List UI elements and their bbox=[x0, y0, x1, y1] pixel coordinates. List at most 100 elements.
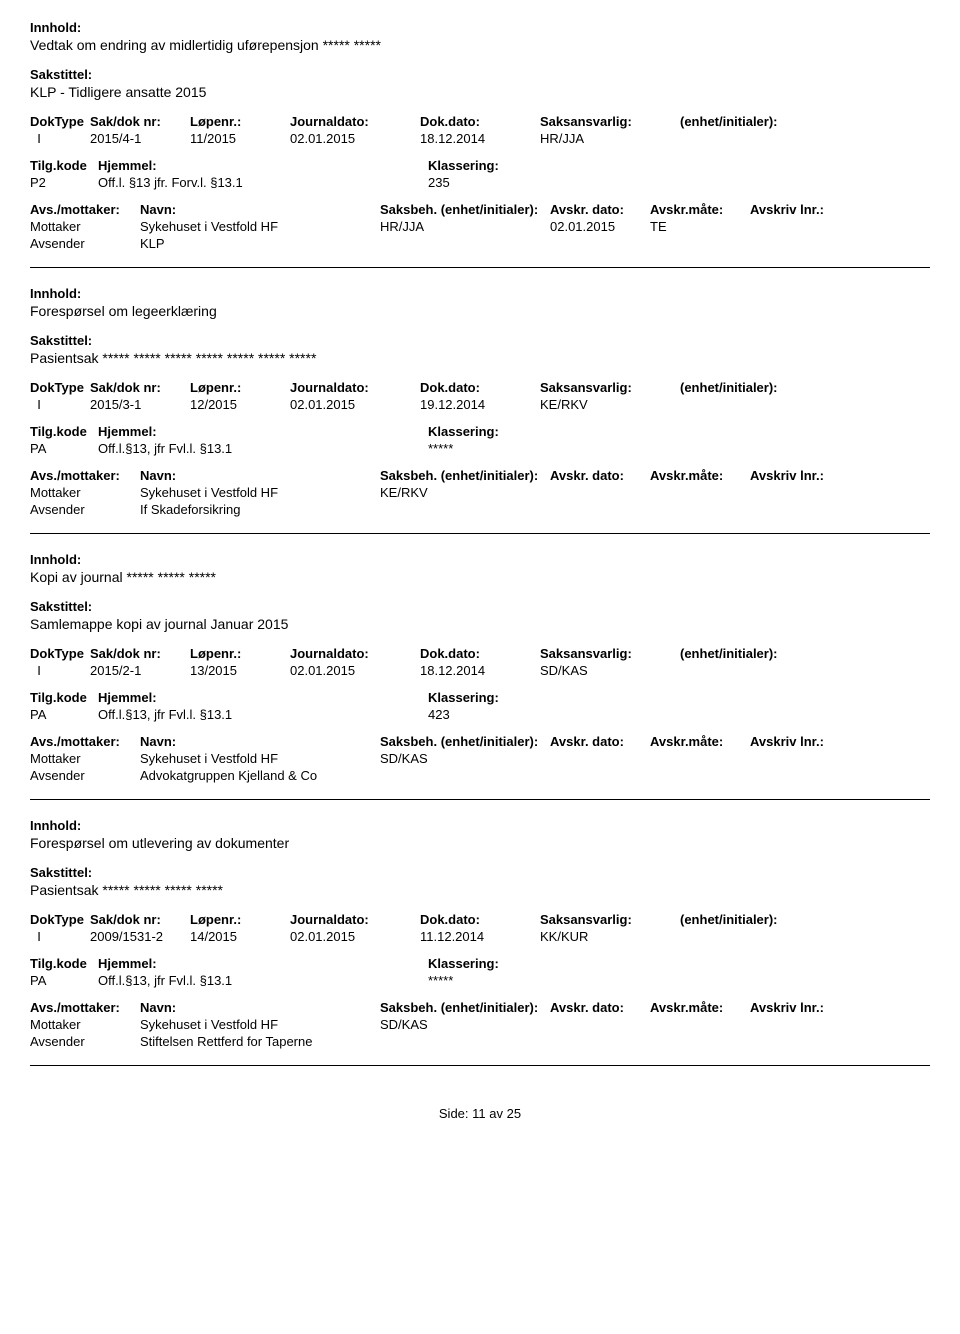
innhold-text: Forespørsel om legeerklæring bbox=[30, 303, 930, 319]
sakstittel-label: Sakstittel: bbox=[30, 599, 930, 614]
col-avsmottaker: Avs./mottaker: bbox=[30, 468, 140, 483]
journal-record: Innhold: Forespørsel om legeerklæring Sa… bbox=[30, 286, 930, 534]
val-dokdato: 18.12.2014 bbox=[420, 131, 540, 146]
val-doktype: I bbox=[30, 397, 90, 412]
col-journaldato: Journaldato: bbox=[290, 380, 420, 395]
col-klassering: Klassering: bbox=[428, 690, 628, 705]
mottaker-avskr-mate: TE bbox=[650, 219, 750, 234]
val-doktype: I bbox=[30, 131, 90, 146]
col-sakdok: Sak/dok nr: bbox=[90, 380, 190, 395]
val-journaldato: 02.01.2015 bbox=[290, 397, 420, 412]
col-journaldato: Journaldato: bbox=[290, 912, 420, 927]
val-hjemmel: Off.l.§13, jfr Fvl.l. §13.1 bbox=[98, 441, 428, 456]
col-doktype: DokType bbox=[30, 912, 90, 927]
sakstittel-label: Sakstittel: bbox=[30, 865, 930, 880]
val-sakdok: 2015/3-1 bbox=[90, 397, 190, 412]
col-enhet: (enhet/initialer): bbox=[680, 114, 840, 129]
col-doktype: DokType bbox=[30, 380, 90, 395]
val-sakdok: 2015/2-1 bbox=[90, 663, 190, 678]
footer-av-label: av bbox=[489, 1106, 503, 1121]
col-lopenr: Løpenr.: bbox=[190, 912, 290, 927]
innhold-text: Forespørsel om utlevering av dokumenter bbox=[30, 835, 930, 851]
mottaker-navn: Sykehuset i Vestfold HF bbox=[140, 485, 380, 500]
val-sakdok: 2015/4-1 bbox=[90, 131, 190, 146]
innhold-label: Innhold: bbox=[30, 286, 930, 301]
sakstittel-text: Pasientsak ***** ***** ***** ***** *****… bbox=[30, 350, 930, 366]
col-avsmottaker: Avs./mottaker: bbox=[30, 1000, 140, 1015]
mottaker-avskr-mate bbox=[650, 751, 750, 766]
col-dokdato: Dok.dato: bbox=[420, 912, 540, 927]
val-tilgkode: PA bbox=[30, 707, 98, 722]
val-saksansvarlig: KE/RKV bbox=[540, 397, 680, 412]
mottaker-avskr-mate bbox=[650, 1017, 750, 1032]
col-sakdok: Sak/dok nr: bbox=[90, 646, 190, 661]
avsender-label: Avsender bbox=[30, 236, 140, 251]
col-lopenr: Løpenr.: bbox=[190, 380, 290, 395]
col-avskriv-lnr: Avskriv lnr.: bbox=[750, 202, 850, 217]
col-tilgkode: Tilg.kode bbox=[30, 424, 98, 439]
col-hjemmel: Hjemmel: bbox=[98, 158, 428, 173]
col-saksbeh: Saksbeh. (enhet/initialer): bbox=[380, 1000, 550, 1015]
col-journaldato: Journaldato: bbox=[290, 646, 420, 661]
val-hjemmel: Off.l. §13 jfr. Forv.l. §13.1 bbox=[98, 175, 428, 190]
col-lopenr: Løpenr.: bbox=[190, 114, 290, 129]
col-avsmottaker: Avs./mottaker: bbox=[30, 202, 140, 217]
mottaker-saksbeh: HR/JJA bbox=[380, 219, 550, 234]
val-saksansvarlig: HR/JJA bbox=[540, 131, 680, 146]
val-dokdato: 19.12.2014 bbox=[420, 397, 540, 412]
col-avskr-mate: Avskr.måte: bbox=[650, 202, 750, 217]
val-doktype: I bbox=[30, 663, 90, 678]
mottaker-avskriv-lnr bbox=[750, 485, 850, 500]
val-hjemmel: Off.l.§13, jfr Fvl.l. §13.1 bbox=[98, 707, 428, 722]
val-enhet bbox=[680, 131, 840, 146]
innhold-text: Kopi av journal ***** ***** ***** bbox=[30, 569, 930, 585]
innhold-label: Innhold: bbox=[30, 818, 930, 833]
col-saksbeh: Saksbeh. (enhet/initialer): bbox=[380, 734, 550, 749]
col-klassering: Klassering: bbox=[428, 158, 628, 173]
sakstittel-label: Sakstittel: bbox=[30, 333, 930, 348]
col-saksansvarlig: Saksansvarlig: bbox=[540, 646, 680, 661]
mottaker-avskr-dato bbox=[550, 751, 650, 766]
col-avsmottaker: Avs./mottaker: bbox=[30, 734, 140, 749]
avsender-label: Avsender bbox=[30, 502, 140, 517]
col-tilgkode: Tilg.kode bbox=[30, 158, 98, 173]
col-saksansvarlig: Saksansvarlig: bbox=[540, 912, 680, 927]
col-avskriv-lnr: Avskriv lnr.: bbox=[750, 468, 850, 483]
mottaker-navn: Sykehuset i Vestfold HF bbox=[140, 1017, 380, 1032]
val-lopenr: 13/2015 bbox=[190, 663, 290, 678]
mottaker-avskr-mate bbox=[650, 485, 750, 500]
val-dokdato: 11.12.2014 bbox=[420, 929, 540, 944]
col-dokdato: Dok.dato: bbox=[420, 380, 540, 395]
innhold-label: Innhold: bbox=[30, 20, 930, 35]
val-lopenr: 11/2015 bbox=[190, 131, 290, 146]
col-lopenr: Løpenr.: bbox=[190, 646, 290, 661]
avsender-label: Avsender bbox=[30, 768, 140, 783]
val-saksansvarlig: KK/KUR bbox=[540, 929, 680, 944]
mottaker-label: Mottaker bbox=[30, 1017, 140, 1032]
col-saksansvarlig: Saksansvarlig: bbox=[540, 380, 680, 395]
col-saksbeh: Saksbeh. (enhet/initialer): bbox=[380, 468, 550, 483]
avsender-navn: Stiftelsen Rettferd for Taperne bbox=[140, 1034, 380, 1049]
val-klassering: 423 bbox=[428, 707, 628, 722]
val-sakdok: 2009/1531-2 bbox=[90, 929, 190, 944]
val-klassering: 235 bbox=[428, 175, 628, 190]
col-hjemmel: Hjemmel: bbox=[98, 424, 428, 439]
col-sakdok: Sak/dok nr: bbox=[90, 912, 190, 927]
col-saksbeh: Saksbeh. (enhet/initialer): bbox=[380, 202, 550, 217]
sakstittel-label: Sakstittel: bbox=[30, 67, 930, 82]
mottaker-saksbeh: KE/RKV bbox=[380, 485, 550, 500]
col-tilgkode: Tilg.kode bbox=[30, 690, 98, 705]
col-hjemmel: Hjemmel: bbox=[98, 690, 428, 705]
val-journaldato: 02.01.2015 bbox=[290, 663, 420, 678]
val-enhet bbox=[680, 929, 840, 944]
val-klassering: ***** bbox=[428, 441, 628, 456]
val-hjemmel: Off.l.§13, jfr Fvl.l. §13.1 bbox=[98, 973, 428, 988]
sakstittel-text: Samlemappe kopi av journal Januar 2015 bbox=[30, 616, 930, 632]
col-navn: Navn: bbox=[140, 734, 380, 749]
records-container: Innhold: Vedtak om endring av midlertidi… bbox=[30, 20, 930, 1066]
col-klassering: Klassering: bbox=[428, 424, 628, 439]
avsender-navn: If Skadeforsikring bbox=[140, 502, 380, 517]
col-saksansvarlig: Saksansvarlig: bbox=[540, 114, 680, 129]
col-doktype: DokType bbox=[30, 114, 90, 129]
col-journaldato: Journaldato: bbox=[290, 114, 420, 129]
